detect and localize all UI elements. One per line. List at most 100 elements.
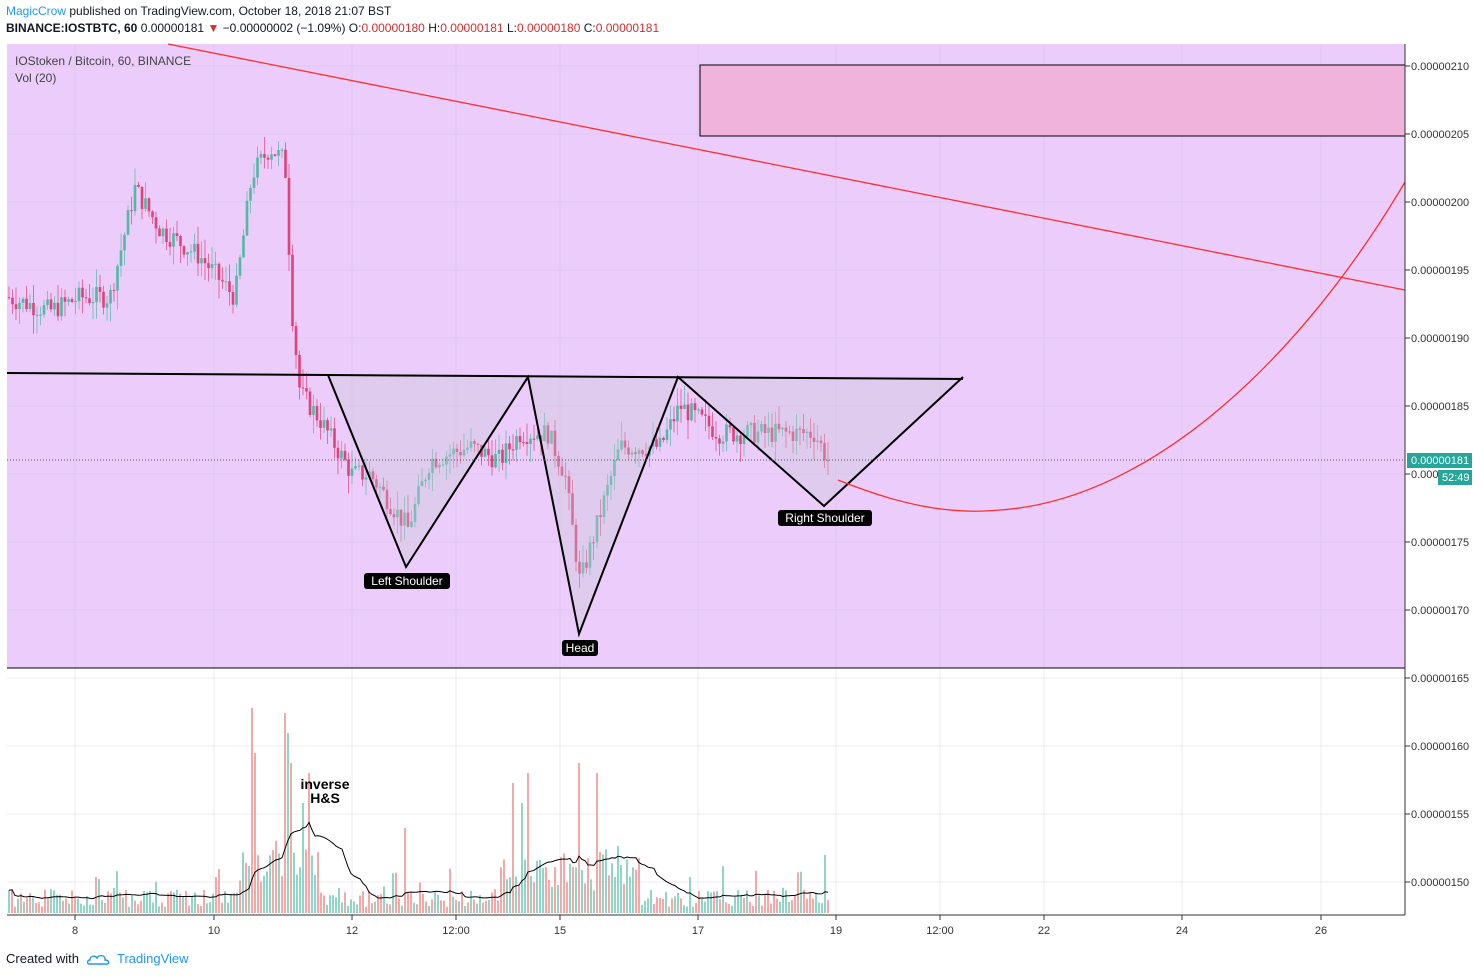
volume-bar: [473, 899, 475, 913]
volume-bar: [713, 891, 715, 913]
candle-body: [690, 403, 693, 421]
candle-body: [441, 464, 445, 466]
tradingview-brand[interactable]: TradingView: [86, 951, 189, 966]
author-link[interactable]: MagicCrow: [6, 4, 67, 18]
volume-bar: [179, 893, 181, 913]
candle-body: [823, 443, 826, 461]
volume-bar: [647, 898, 649, 913]
candle-body: [644, 453, 648, 456]
candle-body: [427, 473, 431, 480]
candle-body: [151, 211, 154, 218]
neckline[interactable]: [6, 372, 964, 380]
volume-bar: [587, 858, 589, 913]
volume-bar: [95, 876, 97, 913]
candle-body: [186, 252, 189, 255]
left-shoulder-label[interactable]: Left Shoulder: [364, 573, 450, 589]
volume-bar: [347, 905, 349, 913]
volume-bar: [353, 901, 355, 913]
volume-bar: [623, 883, 625, 913]
candle-body: [322, 420, 326, 428]
volume-bar: [770, 903, 772, 913]
descending-trendline[interactable]: [167, 43, 1406, 291]
volume-bar: [677, 892, 679, 913]
candle-body: [469, 441, 473, 448]
candle-body: [749, 422, 753, 426]
volume-bar: [368, 890, 370, 913]
created-with-text: Created with: [6, 951, 79, 966]
volume-bar: [626, 859, 628, 913]
candle-body: [826, 460, 830, 462]
volume-bar: [362, 891, 364, 913]
candle-body: [504, 443, 508, 463]
right-shoulder-label[interactable]: Right Shoulder: [778, 510, 872, 526]
price-change: −0.00000002 (−1.09%): [222, 21, 346, 35]
y-tick-label: 0.00000155: [1411, 809, 1469, 821]
candle-body: [406, 512, 410, 527]
resistance-box[interactable]: [699, 64, 1406, 137]
inverse-hs-label[interactable]: inverse H&S: [300, 776, 349, 806]
head-label[interactable]: Head: [562, 640, 598, 656]
volume-bar: [230, 893, 232, 913]
volume-bar: [632, 867, 634, 913]
candle-body: [294, 326, 298, 355]
volume-bar: [719, 899, 721, 913]
volume-bar: [152, 902, 154, 913]
candle-body: [445, 456, 448, 465]
volume-bar: [590, 879, 592, 913]
candle-body: [11, 297, 14, 305]
volume-bar: [653, 904, 655, 913]
candle-body: [770, 427, 774, 442]
candle-body: [308, 391, 312, 416]
volume-bar: [545, 867, 547, 913]
candle-body: [746, 425, 749, 437]
volume-bar: [764, 894, 766, 913]
y-tick-label: 0.00000150: [1411, 877, 1469, 889]
volume-bar: [578, 763, 580, 913]
projection-curve[interactable]: [837, 181, 1406, 512]
candle-body: [816, 440, 819, 442]
volume-bar: [335, 897, 337, 913]
volume-bar: [617, 846, 619, 913]
volume-bar: [425, 901, 427, 913]
volume-bar: [752, 905, 754, 913]
volume-bar: [173, 892, 175, 913]
candle-body: [235, 275, 238, 305]
candle-body: [483, 448, 487, 457]
candle-body: [438, 464, 441, 468]
volume-bar: [488, 899, 490, 913]
volume-bar: [581, 869, 583, 913]
volume-bar: [491, 892, 493, 913]
candle-body: [42, 305, 46, 315]
pattern-zigzag[interactable]: [327, 374, 964, 638]
volume-bar: [197, 904, 199, 913]
countdown-badge: [1438, 470, 1472, 485]
volume-bar: [80, 903, 82, 913]
price-chart[interactable]: 0.00000210 0.00000205 0.00000200 0.00000195…: [0, 0, 1482, 945]
volume-bar: [257, 855, 259, 913]
candle-body: [672, 419, 676, 422]
candle-body: [798, 428, 802, 430]
volume-bar: [113, 887, 115, 913]
candle-body: [256, 157, 259, 178]
y-tick-label: 0.00000175: [1411, 537, 1469, 549]
volume-bar: [338, 888, 340, 913]
volume-bar: [785, 890, 787, 913]
candle-body: [756, 431, 760, 443]
candle-body: [620, 440, 623, 450]
head-text: Head: [566, 641, 595, 655]
volume-bar: [155, 881, 157, 913]
candle-body: [455, 448, 459, 452]
volume-bar: [359, 895, 361, 913]
candle-body: [546, 425, 550, 444]
candle-body: [434, 458, 438, 468]
volume-bar: [452, 896, 454, 913]
candle-body: [424, 479, 427, 482]
volume-bar: [479, 895, 481, 913]
candle-body: [385, 489, 389, 510]
volume-bar: [461, 891, 463, 913]
volume-bar: [482, 902, 484, 913]
volume-bar: [395, 872, 397, 913]
candle-body: [515, 435, 518, 450]
candle-body: [676, 405, 679, 422]
candle-body: [613, 460, 616, 477]
